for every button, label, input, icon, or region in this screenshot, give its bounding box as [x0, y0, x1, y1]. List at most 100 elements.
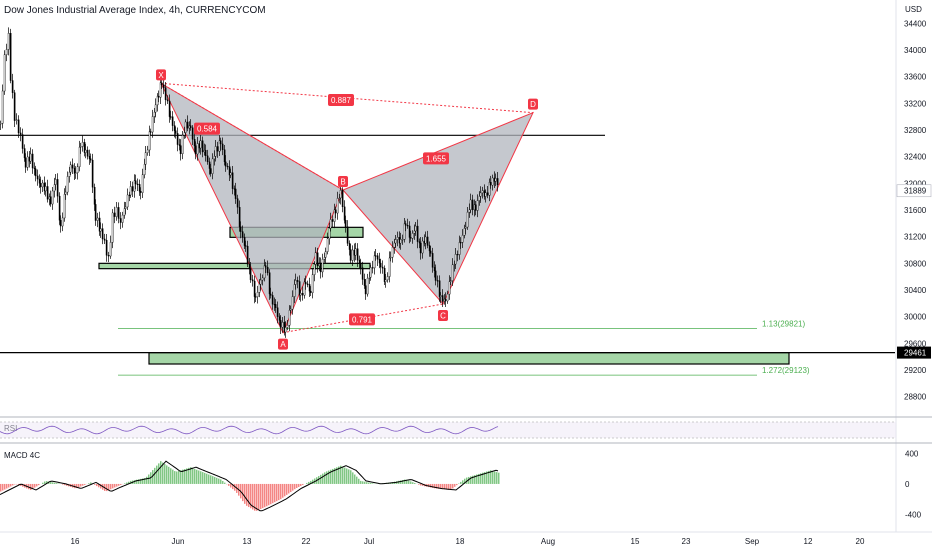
macd-bar — [148, 475, 150, 484]
candle-body — [132, 186, 133, 191]
candle-body — [142, 175, 143, 193]
candle-body — [267, 267, 268, 273]
level-price-label: 29461 — [904, 349, 927, 358]
macd-bar — [88, 483, 90, 484]
macd-bar — [206, 474, 208, 484]
macd-bar — [350, 470, 352, 484]
pattern-point-label: D — [530, 100, 536, 109]
candle-body — [490, 182, 491, 185]
macd-bar — [82, 484, 84, 486]
macd-bar — [178, 471, 180, 484]
candle-body — [94, 187, 95, 204]
macd-bar — [260, 484, 262, 509]
candle-body — [325, 252, 326, 258]
candle-body — [480, 193, 481, 196]
candle-body — [207, 156, 208, 162]
macd-bar — [412, 482, 414, 484]
macd-bar — [294, 484, 296, 489]
macd-bar — [118, 484, 120, 486]
candle-body — [85, 150, 86, 153]
candle-body — [35, 169, 36, 176]
macd-bar — [272, 484, 274, 503]
time-axis-label: Aug — [541, 537, 555, 546]
candle-body — [365, 286, 366, 294]
candle-body — [320, 264, 321, 272]
candle-body — [195, 146, 196, 154]
macd-bar — [364, 482, 366, 484]
candle-body — [27, 157, 28, 167]
macd-bar — [198, 470, 200, 483]
macd-bar — [296, 484, 298, 488]
macd-bar — [308, 482, 310, 484]
support-resistance-zone — [149, 353, 789, 364]
candle-body — [475, 205, 476, 211]
macd-bar — [320, 475, 322, 484]
macd-bar — [324, 472, 326, 484]
candle-body — [225, 162, 226, 166]
price-tick-label: 28800 — [904, 393, 927, 402]
candle-body — [324, 257, 325, 259]
candle-body — [60, 220, 61, 226]
macd-bar — [286, 484, 288, 495]
candle-body — [262, 278, 263, 280]
candle-body — [165, 88, 166, 100]
macd-bar — [262, 484, 264, 508]
candle-body — [187, 122, 188, 128]
macd-bar — [90, 482, 92, 484]
candle-body — [404, 224, 405, 240]
macd-bar — [114, 484, 116, 487]
candle-body — [270, 294, 271, 295]
candle-body — [432, 253, 433, 267]
candle-body — [487, 193, 488, 196]
candle-body — [24, 149, 25, 158]
macd-bar — [126, 483, 128, 484]
macd-bar — [494, 471, 496, 483]
candle-body — [459, 242, 460, 254]
candle-body — [379, 259, 380, 263]
candle-body — [430, 251, 431, 253]
candle-body — [375, 256, 376, 257]
candle-body — [202, 141, 203, 152]
candle-body — [372, 267, 373, 268]
macd-bar — [492, 471, 494, 484]
candle-body — [322, 259, 323, 272]
candle-body — [245, 246, 246, 247]
candle-body — [154, 112, 155, 116]
candle-body — [442, 295, 443, 301]
candle-body — [70, 165, 71, 172]
pattern-point-label: B — [340, 178, 345, 187]
macd-bar — [116, 484, 118, 487]
time-axis-label: 22 — [302, 537, 311, 546]
macd-bar — [12, 484, 14, 486]
support-resistance-zone — [99, 263, 370, 268]
candle-body — [57, 179, 58, 196]
candle-body — [167, 100, 168, 101]
time-axis-label: Jun — [172, 537, 185, 546]
candle-body — [249, 264, 250, 268]
candle-body — [20, 133, 21, 135]
candle-body — [300, 293, 301, 295]
candle-body — [269, 273, 270, 294]
macd-bar — [166, 465, 168, 484]
candle-body — [364, 279, 365, 285]
candle-body — [360, 263, 361, 268]
candle-body — [32, 154, 33, 168]
candle-body — [460, 242, 461, 243]
macd-bar — [124, 483, 126, 484]
candle-body — [237, 199, 238, 208]
macd-bar — [34, 484, 36, 488]
candle-body — [367, 278, 368, 294]
candle-body — [420, 243, 421, 253]
candle-body — [332, 219, 333, 221]
last-price-label: 31889 — [904, 187, 927, 196]
candle-body — [467, 212, 468, 227]
candle-body — [59, 196, 60, 220]
candle-body — [479, 196, 480, 200]
macd-bar — [62, 484, 64, 485]
candle-body — [314, 264, 315, 274]
macd-bar — [454, 484, 456, 487]
candle-body — [317, 253, 318, 266]
macd-bar — [298, 484, 300, 487]
candle-body — [272, 295, 273, 304]
candle-body — [232, 173, 233, 189]
